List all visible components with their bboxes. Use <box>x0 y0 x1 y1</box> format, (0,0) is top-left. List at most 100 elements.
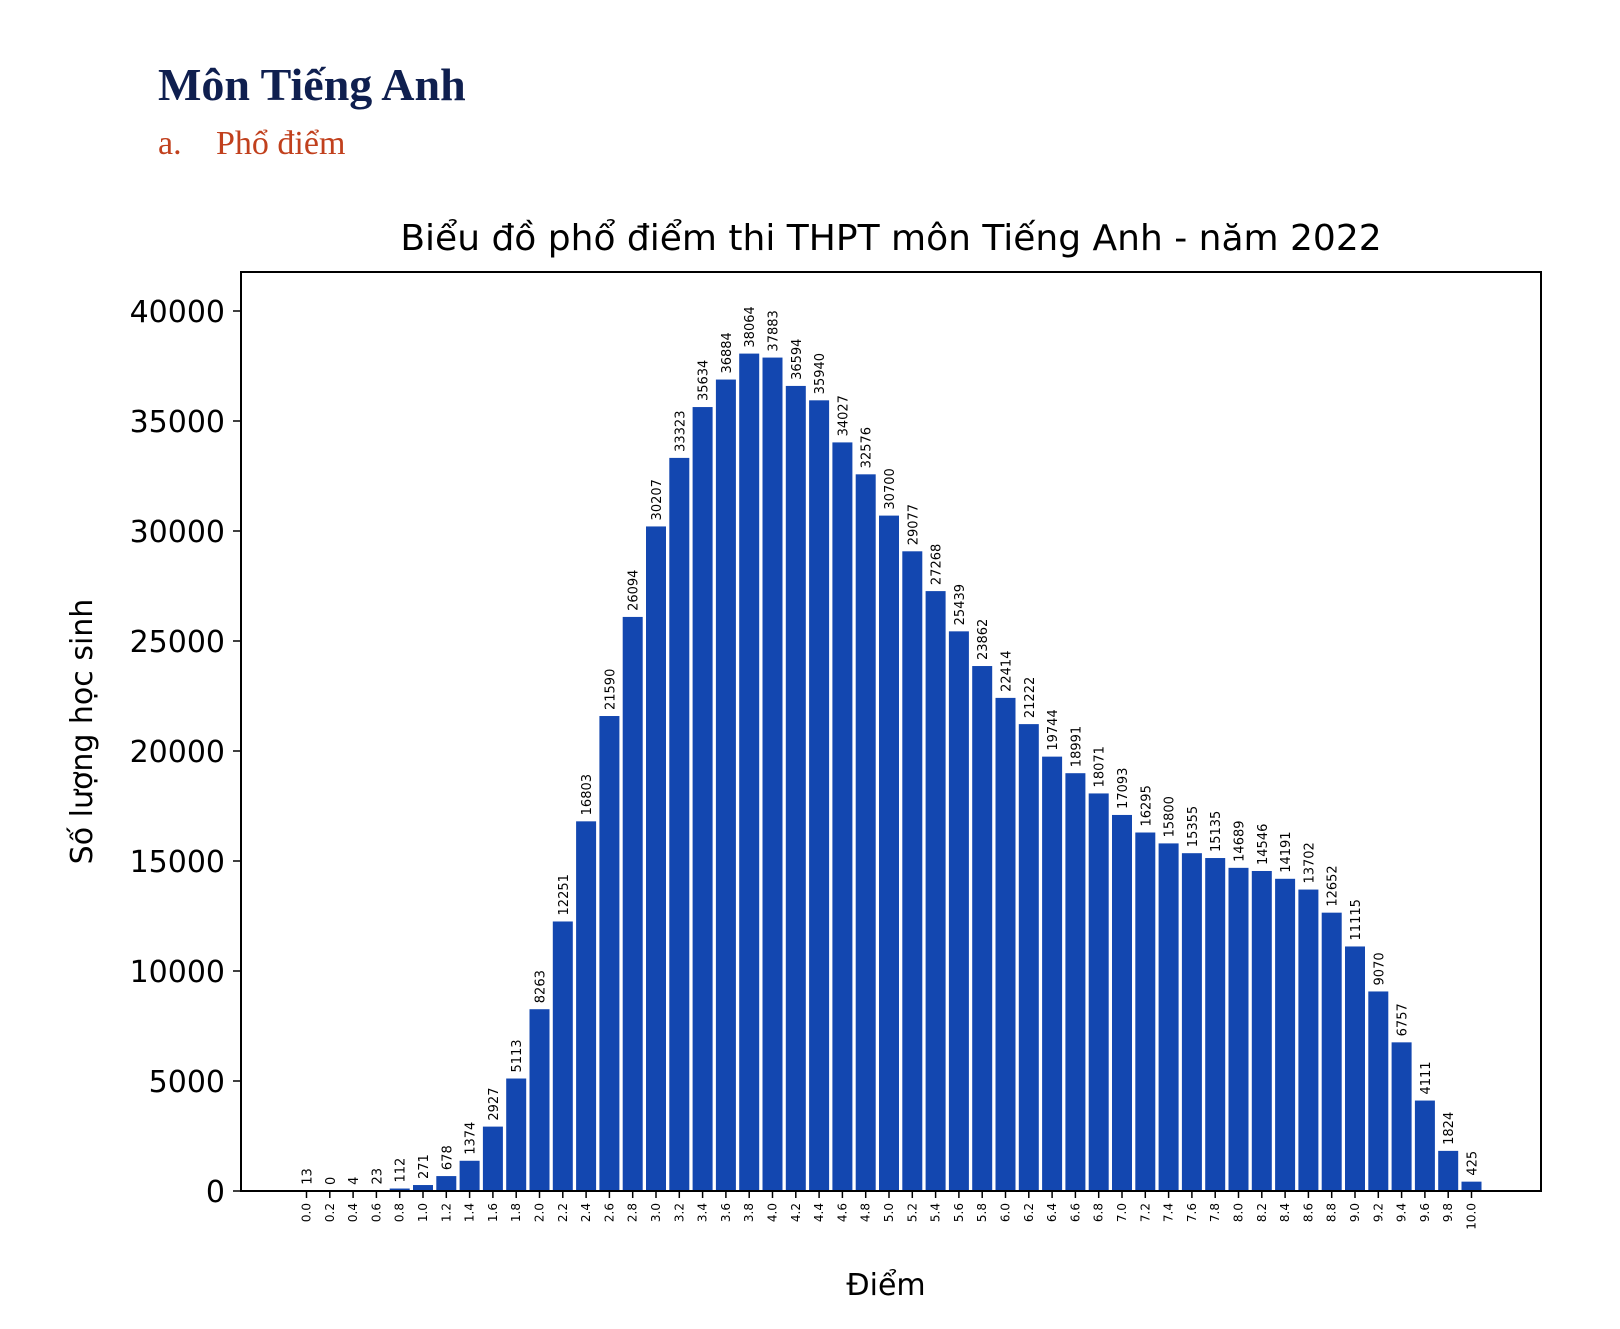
bar-8.6 <box>1298 889 1319 1191</box>
bar-7.4 <box>1158 843 1179 1191</box>
bar-1.6 <box>482 1126 503 1191</box>
x-tick-label: 4.2 <box>789 1203 803 1222</box>
bar-value-label: 19744 <box>1046 709 1061 750</box>
bar-value-label: 35940 <box>813 353 828 394</box>
y-tick-label: 30000 <box>130 515 225 550</box>
y-tick-label: 35000 <box>130 405 225 440</box>
x-tick-label: 4.0 <box>766 1203 780 1222</box>
bar-value-label: 16803 <box>580 774 595 815</box>
bar-2.8 <box>622 616 643 1191</box>
x-tick-label: 5.4 <box>929 1203 943 1222</box>
y-tick-label: 40000 <box>130 295 225 330</box>
bar-3.2 <box>669 457 690 1191</box>
bar-value-label: 21222 <box>1023 677 1038 718</box>
x-tick-label: 6.4 <box>1045 1203 1059 1222</box>
bar-6.8 <box>1088 793 1109 1191</box>
x-tick-label: 8.2 <box>1255 1203 1269 1222</box>
bar-value-label: 271 <box>417 1154 432 1179</box>
x-tick-label: 3.4 <box>696 1203 710 1222</box>
bar-value-label: 6757 <box>1396 1003 1411 1036</box>
bar-9.0 <box>1345 946 1365 1191</box>
x-tick-label: 4.4 <box>812 1203 826 1222</box>
bar-value-label: 425 <box>1466 1151 1481 1176</box>
x-tick-label: 8.0 <box>1232 1203 1246 1222</box>
bar-7.0 <box>1112 814 1132 1191</box>
bar-value-label: 22414 <box>1000 651 1015 692</box>
x-tick-label: 2.0 <box>533 1203 547 1222</box>
y-tick-label: 25000 <box>130 625 225 660</box>
bar-6.6 <box>1065 773 1086 1191</box>
bar-value-label: 0 <box>324 1177 339 1185</box>
bar-value-label: 37883 <box>767 310 782 351</box>
bar-2.0 <box>529 1009 550 1191</box>
bar-value-label: 36884 <box>720 332 735 373</box>
x-tick-label: 6.6 <box>1068 1203 1082 1222</box>
y-axis: 0 5000 10000 15000 20000 25000 30000 35000 40000 <box>130 295 241 1210</box>
x-tick-label: 5.0 <box>882 1203 896 1222</box>
bar-2.4 <box>576 821 597 1191</box>
x-tick-label: 0.4 <box>346 1203 360 1222</box>
bar-2.6 <box>599 716 620 1191</box>
x-tick-label: 7.8 <box>1208 1203 1222 1222</box>
bar-value-label: 15135 <box>1209 811 1224 852</box>
x-tick-label: 3.0 <box>649 1203 663 1222</box>
bar-value-label: 15800 <box>1163 796 1178 837</box>
bar-9.6 <box>1414 1100 1435 1191</box>
bar-3.0 <box>646 526 666 1191</box>
bar-7.8 <box>1205 858 1226 1191</box>
bar-3.4 <box>692 407 713 1191</box>
x-tick-label: 6.8 <box>1092 1203 1106 1222</box>
x-tick-label: 3.8 <box>742 1203 756 1222</box>
x-tick-label: 9.2 <box>1371 1203 1385 1222</box>
bar-6.4 <box>1042 756 1063 1191</box>
section-subheading: a. Phổ điểm <box>158 125 345 163</box>
bar-group: 13 0 4 23 112 271 678 1374 2927 5113 8263 12251 1680… <box>296 306 1482 1192</box>
bar-10.0 <box>1461 1181 1482 1191</box>
bar-7.2 <box>1135 832 1156 1191</box>
bar-1.0 <box>413 1185 433 1191</box>
bar-value-label: 112 <box>394 1158 409 1183</box>
bar-8.8 <box>1321 912 1342 1191</box>
x-tick-label: 5.8 <box>975 1203 989 1222</box>
bar-8.0 <box>1228 867 1249 1191</box>
bar-value-label: 23 <box>370 1168 385 1185</box>
bar-value-label: 12251 <box>557 874 572 915</box>
bar-value-label: 13702 <box>1302 842 1317 883</box>
bar-value-label: 34027 <box>836 395 851 436</box>
x-tick-label: 3.2 <box>672 1203 686 1222</box>
bar-1.2 <box>436 1176 457 1191</box>
bar-value-label: 18991 <box>1069 726 1084 767</box>
bar-value-label: 30700 <box>883 468 898 509</box>
bar-value-label: 4111 <box>1419 1061 1434 1094</box>
bar-value-label: 678 <box>440 1145 455 1170</box>
y-tick-label: 5000 <box>149 1065 225 1100</box>
bar-4.0 <box>762 357 783 1192</box>
x-tick-label: 7.0 <box>1115 1203 1129 1222</box>
x-tick-label: 1.8 <box>509 1203 523 1222</box>
bar-6.0 <box>995 697 1016 1191</box>
bar-value-label: 4 <box>347 1177 362 1185</box>
y-tick-label: 10000 <box>130 955 225 990</box>
x-tick-label: 0.2 <box>323 1203 337 1222</box>
section-heading: Môn Tiếng Anh <box>158 59 466 110</box>
subheading-marker: a. <box>158 125 182 162</box>
x-tick-label: 9.0 <box>1348 1203 1362 1222</box>
bar-value-label: 18071 <box>1093 746 1108 787</box>
x-tick-label: 5.6 <box>952 1203 966 1222</box>
bar-value-label: 1374 <box>464 1122 479 1155</box>
bar-value-label: 27268 <box>930 544 945 585</box>
subheading-title: Phổ điểm <box>216 125 346 162</box>
x-tick-label: 8.4 <box>1278 1203 1292 1222</box>
bar-3.6 <box>715 379 736 1191</box>
bar-value-label: 15355 <box>1186 806 1201 847</box>
bar-8.4 <box>1275 878 1296 1191</box>
y-axis-label: Số lượng học sinh <box>65 599 100 865</box>
x-axis: 0.0 0.2 0.4 0.6 0.8 1.0 1.2 1.4 1.6 1.8 2.0 2.2 2.4 2… <box>300 1191 1479 1230</box>
x-tick-label: 2.2 <box>556 1203 570 1222</box>
bar-value-label: 13 <box>301 1168 316 1185</box>
x-tick-label: 8.6 <box>1301 1203 1315 1222</box>
bar-value-label: 17093 <box>1116 768 1131 809</box>
bar-2.2 <box>552 921 573 1191</box>
bar-8.2 <box>1251 870 1272 1191</box>
bar-4.4 <box>809 400 830 1191</box>
